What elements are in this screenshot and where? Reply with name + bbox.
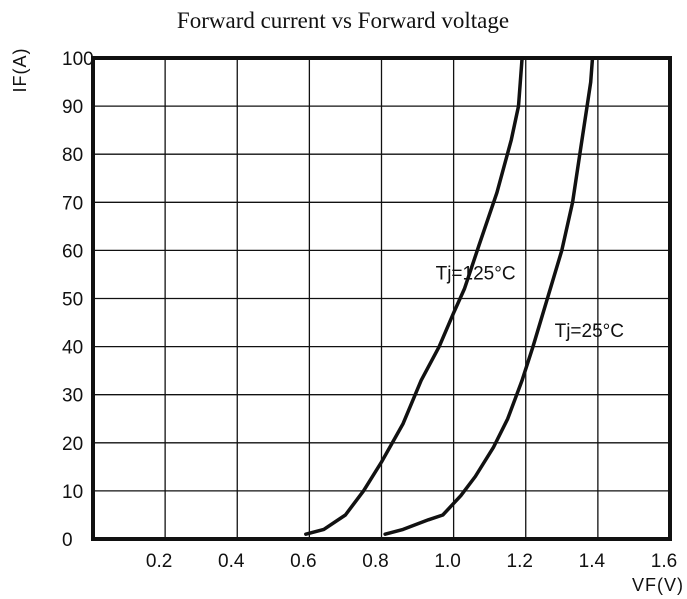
y-tick-label: 40	[62, 338, 83, 359]
y-tick-label: 0	[62, 530, 73, 551]
x-tick-label: 1.4	[579, 551, 606, 572]
x-tick-label: 1.0	[434, 551, 460, 572]
x-tick-label: 0.6	[290, 551, 316, 572]
x-tick-labels: 0.2 0.4 0.6 0.8 1.0 1.2 1.4 1.6	[146, 551, 677, 572]
x-axis-label: VF(V)	[632, 575, 684, 595]
x-tick-label: 0.2	[146, 551, 172, 572]
y-tick-label: 80	[62, 145, 83, 166]
chart-title: Forward current vs Forward voltage	[177, 8, 509, 33]
y-tick-label: 100	[62, 49, 94, 70]
y-tick-labels: 0 10 20 30 40 50 60 70 80 90 100	[62, 49, 94, 551]
y-tick-label: 20	[62, 434, 83, 455]
x-tick-label: 0.4	[218, 551, 245, 572]
y-tick-label: 60	[62, 241, 83, 262]
series-line-1	[304, 56, 524, 536]
annotations: Tj=125°C Tj=25°C	[436, 263, 624, 342]
x-tick-label: 1.2	[507, 551, 533, 572]
y-axis-label: IF(A)	[10, 48, 30, 93]
x-tick-label: 1.6	[651, 551, 677, 572]
series-annotation-1: Tj=125°C	[436, 263, 516, 284]
series-annotation-2: Tj=25°C	[555, 321, 624, 342]
y-tick-label: 70	[62, 193, 83, 214]
series-line-2	[383, 56, 595, 536]
y-tick-label: 50	[62, 290, 83, 311]
series-lines	[304, 56, 595, 536]
y-tick-label: 30	[62, 386, 83, 407]
x-tick-label: 0.8	[362, 551, 388, 572]
y-tick-label: 10	[62, 482, 83, 503]
plot-frame	[91, 56, 672, 541]
y-tick-label: 90	[62, 97, 83, 118]
